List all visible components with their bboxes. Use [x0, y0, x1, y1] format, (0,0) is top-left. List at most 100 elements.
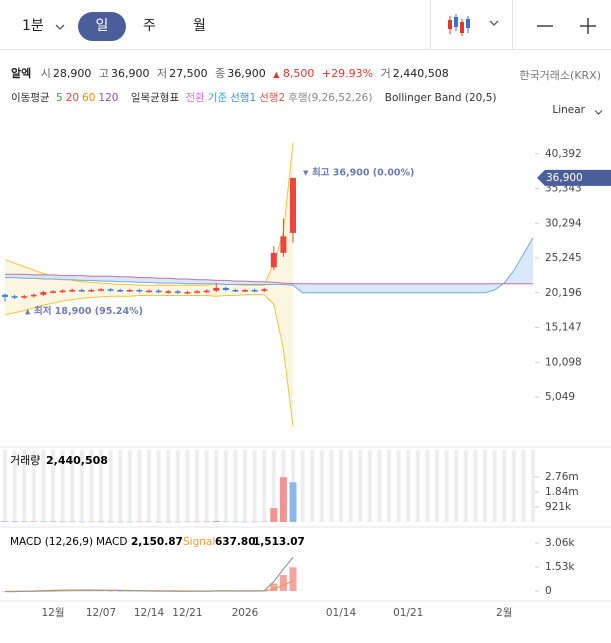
- y-tick-label: 15,147: [545, 322, 582, 334]
- field-label: 종: [215, 67, 226, 80]
- scale-label: Linear: [552, 104, 585, 116]
- x-tick-label: 2026: [232, 607, 259, 619]
- tab-day[interactable]: 일: [78, 12, 126, 41]
- candle-body: [69, 290, 76, 292]
- current-price-badge: [537, 169, 611, 186]
- x-tick-label: 2월: [496, 607, 512, 619]
- histogram-value: 1,513.07: [253, 536, 305, 548]
- bollinger-upper: [4, 142, 294, 286]
- volume-bar: [135, 521, 143, 523]
- volume-bar: [39, 521, 47, 523]
- volume-bar: [164, 521, 172, 523]
- y-tick-label: 3.06k: [545, 537, 575, 549]
- change-rate: +29.93%: [321, 67, 374, 80]
- volume-bar: [251, 521, 259, 523]
- legend-items: 전환 기준 선행1 선행2 후행(9,26,52,26): [185, 92, 375, 104]
- y-tick-label: 2.76m: [545, 471, 579, 483]
- signal-line: [5, 580, 294, 592]
- x-tick-label: 01/14: [326, 607, 357, 619]
- candle-body: [117, 290, 124, 292]
- legend-items: 5 20 60 120: [56, 92, 121, 104]
- volume-bar: [193, 521, 201, 523]
- legend-item: 20: [65, 92, 80, 104]
- volume-bar: [20, 521, 28, 523]
- legend-item: 기준: [207, 92, 228, 104]
- tab-month[interactable]: 월: [193, 18, 206, 34]
- chevron-icon[interactable]: [55, 23, 65, 31]
- volume-bar: [231, 521, 239, 523]
- signal-value: 637.80: [215, 536, 256, 548]
- volume-bar: [126, 521, 134, 523]
- annotation-arrow: ▲: [25, 308, 31, 316]
- candle-body: [107, 289, 114, 291]
- volume-title: 거래량: [10, 454, 40, 467]
- field-value: 27,500: [169, 67, 208, 80]
- candle-body: [270, 252, 277, 268]
- candle-body: [21, 296, 28, 298]
- scale-select[interactable]: Linear: [552, 104, 585, 116]
- y-tick-label: 20,196: [545, 287, 582, 299]
- separator: [512, 0, 513, 49]
- field-label: 고: [98, 67, 109, 80]
- candle-body: [146, 290, 152, 293]
- zoom-out-button[interactable]: [536, 17, 554, 35]
- candle-body: [251, 290, 258, 292]
- volume-bar: [222, 521, 230, 523]
- candle-body: [88, 290, 95, 292]
- volume-bar: [78, 521, 86, 523]
- macd-histogram: [289, 567, 297, 591]
- volume-bar: [1, 521, 9, 522]
- volume-bar: [107, 521, 115, 523]
- macd-histogram: [97, 590, 105, 592]
- candle-body: [59, 290, 66, 293]
- chart-type-icon[interactable]: [447, 13, 471, 37]
- y-tick-label: 0: [545, 585, 552, 597]
- legend-item: 후행(9,26,52,26): [288, 92, 373, 104]
- volume-bar: [289, 482, 297, 522]
- field-value: 2,440,508: [392, 67, 449, 80]
- macd-histogram: [270, 583, 278, 591]
- legend-group: 이동평균: [11, 92, 50, 104]
- ichimoku-cloud: [5, 237, 533, 293]
- candle-body: [280, 236, 287, 253]
- volume-grid: [3, 450, 535, 522]
- candle-body: [290, 177, 296, 233]
- y-tick-label: 40,392: [545, 148, 582, 160]
- candle-body: [40, 292, 47, 295]
- field-label: 거: [380, 67, 391, 80]
- annotation: 최고 36,900 (0.00%): [312, 166, 414, 178]
- zoom-in-button[interactable]: [579, 17, 597, 35]
- signal-label: Signal: [183, 536, 215, 548]
- tab-week[interactable]: 주: [143, 18, 156, 34]
- volume-bar: [68, 521, 76, 523]
- x-tick-label: 12/14: [134, 607, 165, 619]
- volume-bar: [30, 521, 38, 523]
- interval-select[interactable]: 1분: [22, 18, 44, 34]
- chevron-icon[interactable]: [489, 19, 499, 27]
- macd-histogram: [279, 574, 287, 591]
- volume-bar: [145, 521, 153, 523]
- y-tick-label: 921k: [545, 501, 572, 513]
- volume-bar: [260, 521, 268, 523]
- y-tick-label: 1.84m: [545, 486, 579, 498]
- volume-bar: [212, 521, 220, 522]
- volume-bar: [11, 521, 19, 522]
- candle-body: [242, 290, 248, 292]
- legend-item: 선행2: [259, 92, 286, 104]
- change: 8,500: [282, 67, 315, 80]
- span-a: [5, 237, 534, 294]
- volume-value: 2,440,508: [46, 454, 108, 467]
- y-tick-label: 1.53k: [545, 561, 575, 573]
- candle-body: [155, 290, 162, 293]
- annotation-arrow: ▼: [303, 169, 309, 177]
- candle-body: [78, 290, 85, 292]
- volume-bar: [203, 521, 211, 523]
- candle-body: [165, 291, 172, 293]
- field-value: 36,900: [111, 67, 150, 80]
- chevron-icon[interactable]: [594, 109, 603, 116]
- candle-body: [126, 290, 133, 292]
- macd-label: MACD: [96, 536, 127, 548]
